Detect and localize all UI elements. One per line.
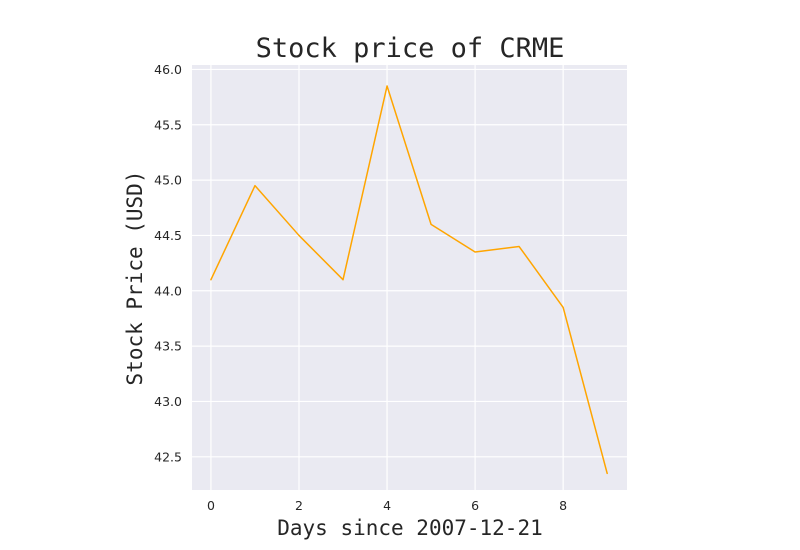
plot-area [192,65,627,490]
y-tick-label: 42.5 [154,449,182,464]
y-tick-label: 45.0 [154,173,182,188]
x-tick-label: 6 [471,498,479,513]
chart-title: Stock price of CRME [256,33,565,64]
y-tick-label: 44.0 [154,283,182,298]
y-axis-label: Stock Price (USD) [123,171,147,386]
grid [192,65,627,490]
y-tick-label: 45.5 [154,117,182,132]
series-layer [210,85,608,475]
x-tick-label: 2 [295,498,303,513]
series-line [210,85,608,475]
y-tick-label: 43.0 [154,394,182,409]
y-tick-labels: 42.5 43.0 43.5 44.0 44.5 45.0 45.5 46.0 [154,62,182,464]
x-tick-label: 0 [207,498,215,513]
x-tick-label: 4 [383,498,391,513]
x-tick-label: 8 [559,498,567,513]
x-axis-label: Days since 2007-12-21 [277,516,543,540]
y-tick-label: 43.5 [154,339,182,354]
x-tick-labels: 0 2 4 6 8 [207,498,567,513]
y-tick-label: 44.5 [154,228,182,243]
y-tick-label: 46.0 [154,62,182,77]
